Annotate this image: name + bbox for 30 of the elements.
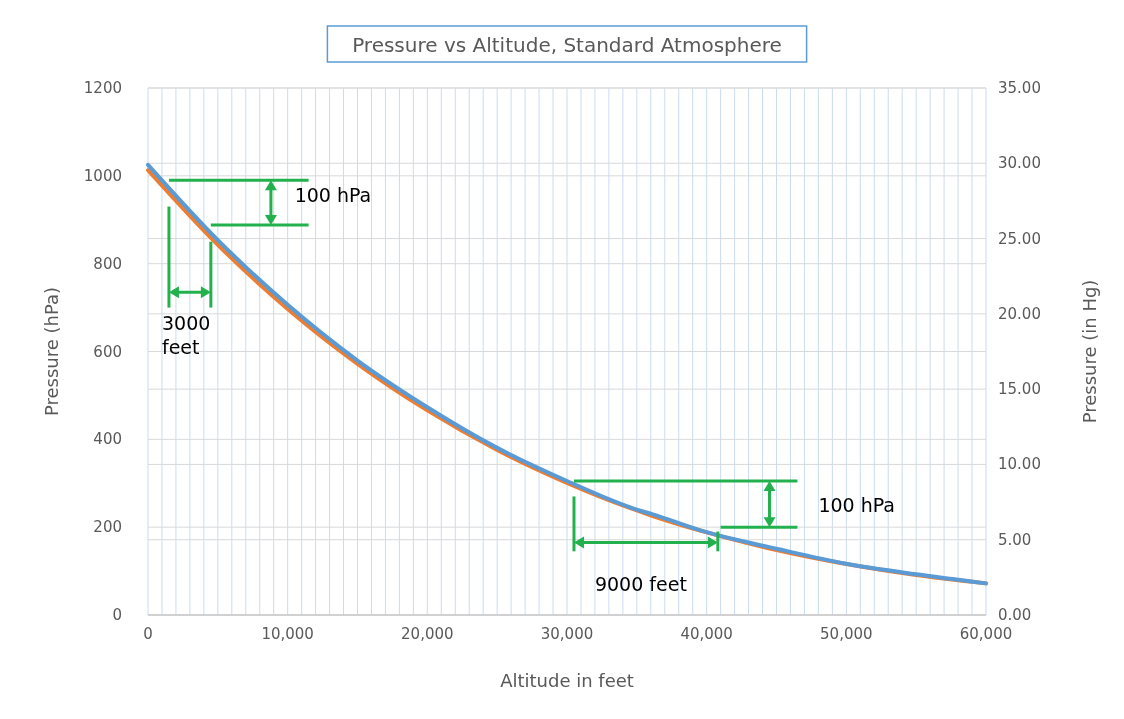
y-tick-label: 1200 — [83, 79, 122, 97]
y-tick-label: 0 — [112, 606, 122, 624]
y2-tick-label: 15.00 — [998, 380, 1041, 399]
y2-tick-label: 20.00 — [998, 304, 1041, 323]
y2-axis-title: Pressure (in Hg) — [1079, 279, 1100, 424]
y-tick-label: 800 — [93, 254, 122, 273]
y2-tick-label: 10.00 — [998, 455, 1041, 474]
x-tick-label: 60,000 — [959, 625, 1013, 643]
annotation: 100 hPa — [294, 184, 372, 207]
y-tick-label: 400 — [93, 430, 122, 449]
x-axis-title: Altitude in feet — [500, 670, 634, 691]
x-tick-label: 50,000 — [820, 625, 873, 643]
y2-tick-label: 25.00 — [998, 229, 1041, 248]
y2-tick-label: 5.00 — [998, 530, 1032, 549]
chart-title: Pressure vs Altitude, Standard Atmosphere — [352, 33, 782, 57]
y-tick-label: 1000 — [83, 166, 122, 185]
y-axis-title: Pressure (hPa) — [41, 286, 62, 417]
x-tick-label: 0 — [143, 625, 153, 643]
x-tick-label: 20,000 — [401, 625, 454, 643]
x-tick-label: 10,000 — [261, 625, 314, 643]
annotation: 100 hPa — [818, 493, 895, 516]
y-tick-label: 600 — [93, 342, 122, 361]
annotation: 9000 feet — [594, 572, 687, 595]
y-tick-label: 200 — [93, 518, 122, 537]
y2-tick-label: 30.00 — [998, 154, 1041, 173]
x-tick-label: 30,000 — [540, 625, 594, 643]
x-tick-label: 40,000 — [680, 625, 733, 643]
y2-tick-label: 35.00 — [998, 79, 1041, 97]
annotation: 3000 feet — [161, 311, 211, 358]
y2-tick-label: 0.00 — [998, 606, 1032, 624]
